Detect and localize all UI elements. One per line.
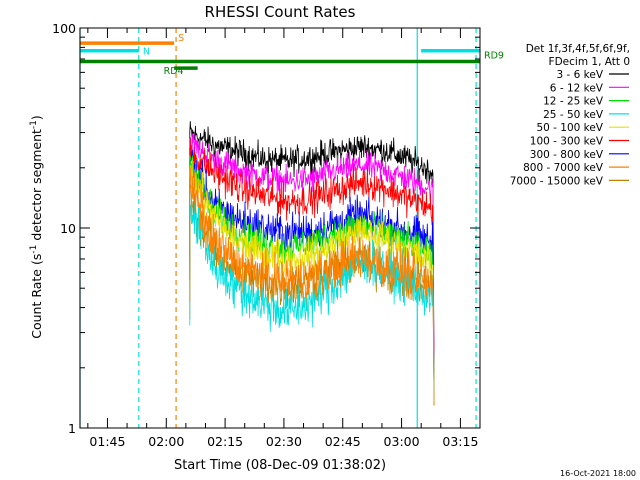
- state-label-s-0: S: [178, 33, 184, 44]
- axes: 01:45 02:00 02:15 02:30 02:45 03:00 03:15 1 10 10…: [52, 21, 481, 449]
- series-line-5: [189, 138, 435, 406]
- x-tick-label-1: 02:00: [148, 434, 184, 449]
- y-axis-label-sup2: -1: [29, 120, 39, 129]
- legend-label-7: 800 - 7000 keV: [523, 162, 604, 174]
- state-label-rd4-4: RD4: [164, 66, 184, 77]
- legend-label-3: 25 - 50 keV: [543, 109, 604, 121]
- series-line-0: [189, 121, 435, 392]
- y-tick-label-0: 1: [68, 421, 76, 436]
- y-tick-label-2: 100: [52, 21, 76, 36]
- x-tick-label-4: 02:45: [325, 434, 361, 449]
- x-axis-label: Start Time (08-Dec-09 01:38:02): [174, 458, 386, 473]
- legend-header-0: Det 1f,3f,4f,5f,6f,9f,: [526, 43, 630, 55]
- y-axis-label-sup1: -1: [29, 245, 39, 254]
- state-label-rd9-3: RD9: [484, 50, 504, 61]
- legend: Det 1f,3f,4f,5f,6f,9f,FDecim 1, Att 03 -…: [510, 43, 630, 187]
- x-tick-label-0: 01:45: [89, 434, 125, 449]
- legend-label-6: 300 - 800 keV: [530, 149, 604, 161]
- y-tick-label-1: 10: [60, 221, 76, 236]
- x-tick-label-3: 02:30: [266, 434, 302, 449]
- x-tick-label-6: 03:15: [442, 434, 478, 449]
- series-line-4: [189, 158, 435, 406]
- legend-label-1: 6 - 12 keV: [550, 82, 604, 94]
- chart-title: RHESSI Count Rates: [205, 3, 356, 21]
- legend-label-8: 7000 - 15000 keV: [510, 175, 604, 187]
- y-axis-label: Count Rate (s-1 detector segment-1): [29, 115, 44, 339]
- legend-label-0: 3 - 6 keV: [556, 69, 603, 81]
- timestamp: 16-Oct-2021 18:00: [560, 469, 636, 478]
- y-axis-label-mid: detector segment: [29, 129, 44, 245]
- legend-label-5: 100 - 300 keV: [530, 136, 604, 148]
- legend-header-1: FDecim 1, Att 0: [549, 56, 630, 68]
- series-line-7: [189, 167, 435, 406]
- legend-label-2: 12 - 25 keV: [543, 96, 604, 108]
- plot-content: S N RD9 RD4: [79, 28, 504, 428]
- x-tick-label-5: 03:00: [384, 434, 420, 449]
- y-axis-label-end: ): [29, 115, 44, 120]
- legend-label-4: 50 - 100 keV: [536, 122, 603, 134]
- series-line-1: [189, 133, 435, 406]
- x-tick-label-2: 02:15: [207, 434, 243, 449]
- state-label-n-1: N: [143, 47, 150, 58]
- y-axis-label-main: Count Rate (s: [29, 254, 44, 339]
- series-line-2: [189, 155, 435, 406]
